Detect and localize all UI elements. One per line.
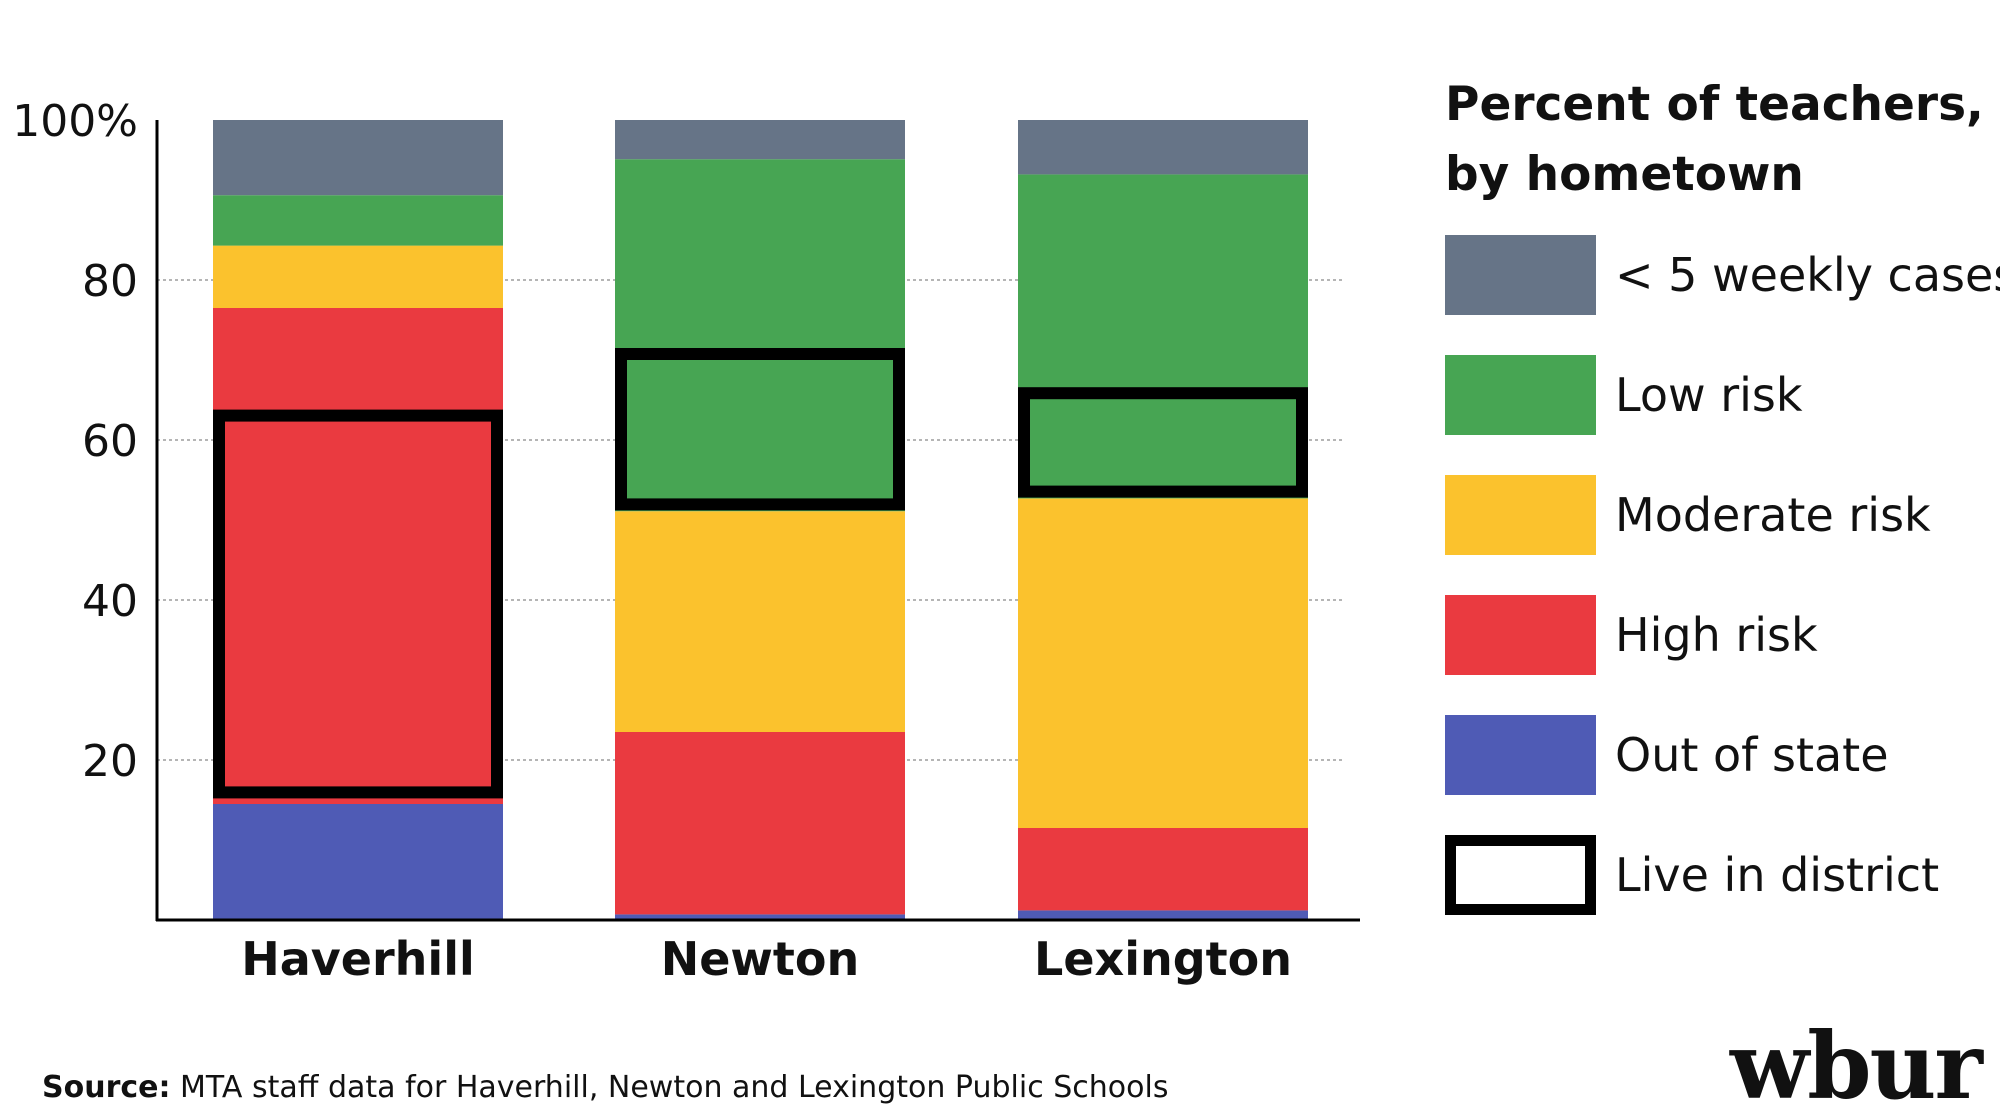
legend-label: Live in district xyxy=(1615,848,1940,902)
bar-segment-haverhill-low-risk xyxy=(213,195,503,246)
legend-swatch xyxy=(1445,355,1596,435)
legend-label: Low risk xyxy=(1615,368,1803,422)
source-note: Source: MTA staff data for Haverhill, Ne… xyxy=(42,1070,1168,1105)
legend-label: < 5 weekly cases xyxy=(1615,248,2000,302)
bar-segment-newton-low-risk xyxy=(615,159,905,512)
y-tick-label: 100% xyxy=(12,96,138,147)
bar-segment-newton-moderate-risk xyxy=(615,511,905,732)
bar-segment-lexington-high-risk xyxy=(1018,828,1308,911)
bar-segment-lexington-out-of-state xyxy=(1018,910,1308,920)
legend-item: < 5 weekly cases xyxy=(1445,235,2000,315)
x-category-label: Haverhill xyxy=(241,932,474,986)
source-label: Source: xyxy=(42,1070,171,1105)
legend-item: Live in district xyxy=(1445,835,1995,915)
bar-segment-newton-high-risk xyxy=(615,732,905,915)
x-category-label: Newton xyxy=(661,932,860,986)
bar-segment-haverhill-high-risk xyxy=(213,308,503,804)
wbur-logo: wbur xyxy=(1730,1012,1983,1120)
legend-item: High risk xyxy=(1445,595,1995,675)
y-tick-label: 80 xyxy=(82,256,138,307)
bar-segment-lexington-5-weekly-cases xyxy=(1018,120,1308,175)
legend-item: Moderate risk xyxy=(1445,475,1995,555)
legend-label: Moderate risk xyxy=(1615,488,1931,542)
bar-segment-newton-out-of-state xyxy=(615,914,905,920)
live-in-district-outline-haverhill xyxy=(213,409,503,799)
legend-label: High risk xyxy=(1615,608,1818,662)
y-tick-label: 20 xyxy=(82,736,138,787)
legend-swatch xyxy=(1445,475,1596,555)
legend-title: Percent of teachers, by hometown xyxy=(1445,77,1984,202)
live-in-district-outline-lexington xyxy=(1018,387,1308,498)
live-in-district-outline-newton xyxy=(615,348,905,511)
legend-swatch xyxy=(1445,715,1596,795)
bar-segment-lexington-low-risk xyxy=(1018,174,1308,499)
legend-label: Out of state xyxy=(1615,728,1889,782)
bar-segment-lexington-moderate-risk xyxy=(1018,498,1308,828)
legend-item: Low risk xyxy=(1445,355,1995,435)
legend-swatch xyxy=(1445,235,1596,315)
stacked-bar-chart: 20 40 60 80 100% Haverhill Newton Lexington xyxy=(12,96,1360,986)
bar-segment-haverhill-moderate-risk xyxy=(213,245,503,308)
legend-swatch xyxy=(1445,595,1596,675)
y-tick-label: 40 xyxy=(82,576,138,627)
bar-segment-haverhill-out-of-state xyxy=(213,804,503,920)
y-tick-label: 60 xyxy=(82,416,138,467)
bar-segment-newton-5-weekly-cases xyxy=(615,120,905,160)
bar-segment-haverhill-5-weekly-cases xyxy=(213,120,503,196)
legend-swatch xyxy=(1445,835,1596,915)
legend-item: Out of state xyxy=(1445,715,1995,795)
x-category-label: Lexington xyxy=(1034,932,1292,986)
source-text: MTA staff data for Haverhill, Newton and… xyxy=(170,1070,1169,1105)
